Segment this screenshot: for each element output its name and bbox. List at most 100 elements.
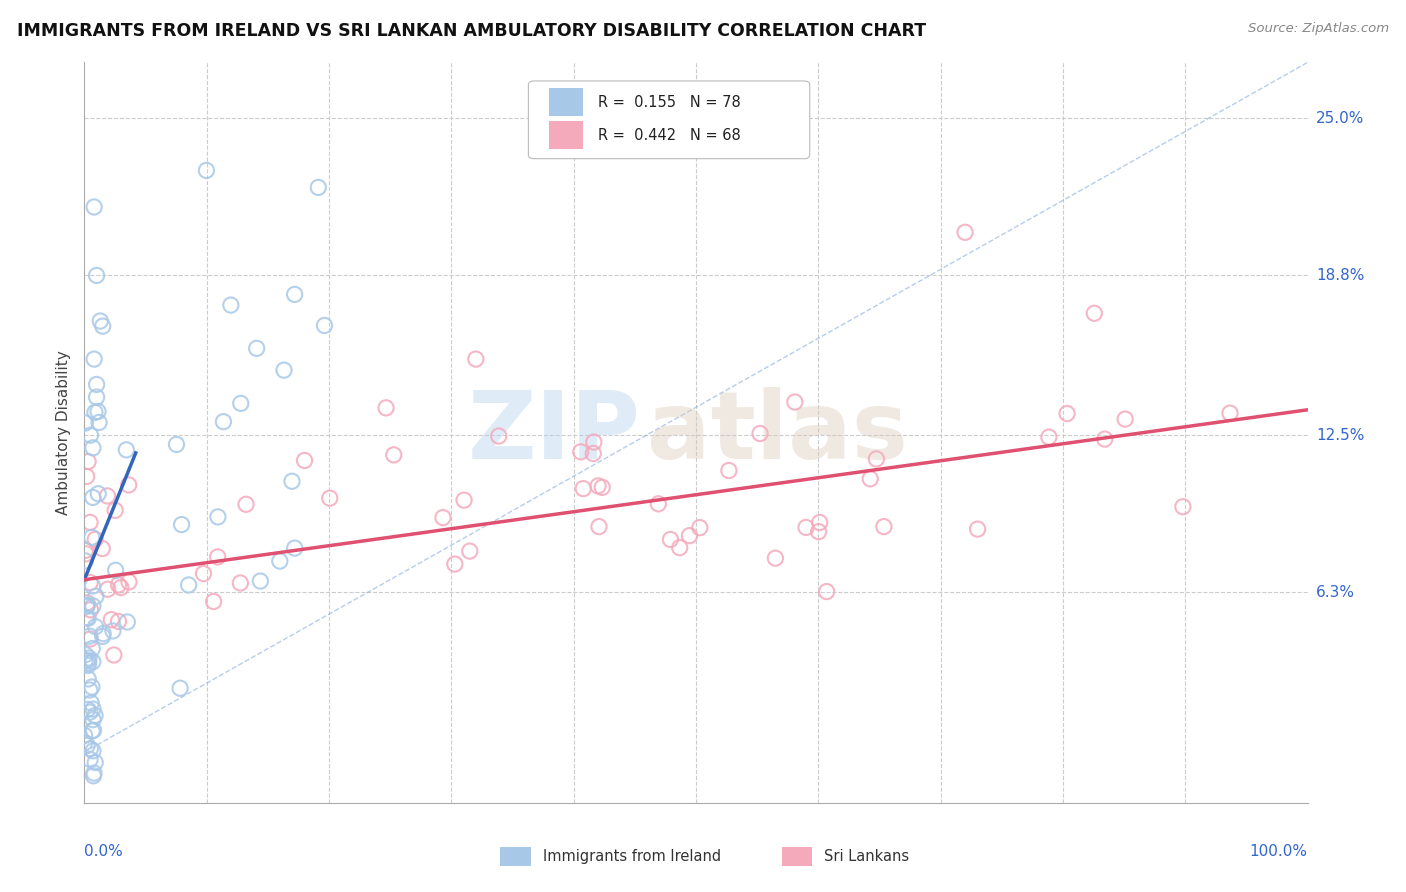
Point <box>689 521 711 535</box>
Point <box>235 497 257 511</box>
Point <box>82 441 104 455</box>
Point <box>79 603 101 617</box>
Text: 18.8%: 18.8% <box>1316 268 1364 283</box>
Point <box>118 478 141 492</box>
Point <box>269 554 291 568</box>
Point <box>586 479 609 493</box>
Point <box>582 446 605 460</box>
Point <box>219 298 242 312</box>
Point <box>73 736 96 750</box>
Point <box>82 744 104 758</box>
Point <box>76 610 98 624</box>
Point <box>314 318 336 333</box>
Point <box>107 615 129 629</box>
Point <box>202 594 225 608</box>
Point <box>582 435 605 450</box>
Point <box>865 452 887 467</box>
Point <box>75 543 97 558</box>
Point <box>169 681 191 696</box>
Point <box>443 557 465 571</box>
Point <box>79 428 101 442</box>
Point <box>82 579 104 593</box>
Point <box>79 705 101 719</box>
Point <box>76 599 98 614</box>
Point <box>79 629 101 643</box>
Point <box>76 702 98 716</box>
Point <box>284 541 307 555</box>
Point <box>82 641 104 656</box>
Point <box>84 620 107 634</box>
FancyBboxPatch shape <box>501 847 531 866</box>
Point <box>873 519 896 533</box>
Point <box>76 598 98 612</box>
Point <box>1171 500 1194 514</box>
Point <box>195 163 218 178</box>
Point <box>572 482 595 496</box>
Text: 100.0%: 100.0% <box>1250 844 1308 858</box>
Point <box>79 632 101 646</box>
Point <box>110 581 132 595</box>
Point <box>91 541 114 556</box>
Point <box>1056 407 1078 421</box>
Point <box>97 582 120 597</box>
Point <box>273 363 295 377</box>
Point <box>79 683 101 698</box>
Point <box>77 672 100 686</box>
Text: ZIP: ZIP <box>468 386 641 479</box>
Point <box>808 516 831 530</box>
Point <box>1219 406 1241 420</box>
Point <box>77 611 100 625</box>
Point <box>73 654 96 668</box>
Point <box>212 415 235 429</box>
Point <box>246 341 269 355</box>
Point <box>77 651 100 665</box>
Point <box>763 551 786 566</box>
Point <box>83 352 105 367</box>
Point <box>83 766 105 780</box>
Point <box>207 549 229 564</box>
Point <box>80 696 103 710</box>
Point <box>87 404 110 418</box>
Point <box>569 445 592 459</box>
Point <box>82 702 104 716</box>
Point <box>166 437 188 451</box>
Point <box>207 509 229 524</box>
Point <box>307 180 329 194</box>
Point <box>79 516 101 530</box>
FancyBboxPatch shape <box>550 121 583 149</box>
Point <box>284 287 307 301</box>
Point <box>75 547 97 561</box>
Point <box>77 653 100 667</box>
Point <box>249 574 271 588</box>
Text: R =  0.155   N = 78: R = 0.155 N = 78 <box>598 95 741 110</box>
Text: Sri Lankans: Sri Lankans <box>824 849 910 864</box>
Point <box>87 416 110 430</box>
Point <box>86 377 108 392</box>
Point <box>170 517 193 532</box>
Point <box>84 590 107 604</box>
Point <box>84 708 107 723</box>
Point <box>82 655 104 669</box>
Point <box>953 225 976 239</box>
Point <box>678 529 700 543</box>
Point <box>79 575 101 590</box>
Point <box>73 728 96 742</box>
Point <box>86 268 108 283</box>
Point <box>1114 412 1136 426</box>
Point <box>117 615 139 629</box>
Point <box>82 769 104 783</box>
Point <box>458 544 481 558</box>
Point <box>82 599 104 613</box>
Point <box>75 648 97 662</box>
Point <box>82 713 104 727</box>
Point <box>281 475 304 489</box>
Point <box>859 472 882 486</box>
Text: IMMIGRANTS FROM IRELAND VS SRI LANKAN AMBULATORY DISABILITY CORRELATION CHART: IMMIGRANTS FROM IRELAND VS SRI LANKAN AM… <box>17 22 927 40</box>
Point <box>84 405 107 419</box>
Text: R =  0.442   N = 68: R = 0.442 N = 68 <box>598 128 741 143</box>
Point <box>229 576 252 591</box>
Point <box>382 448 405 462</box>
FancyBboxPatch shape <box>529 81 810 159</box>
Point <box>104 563 127 577</box>
Point <box>488 429 510 443</box>
